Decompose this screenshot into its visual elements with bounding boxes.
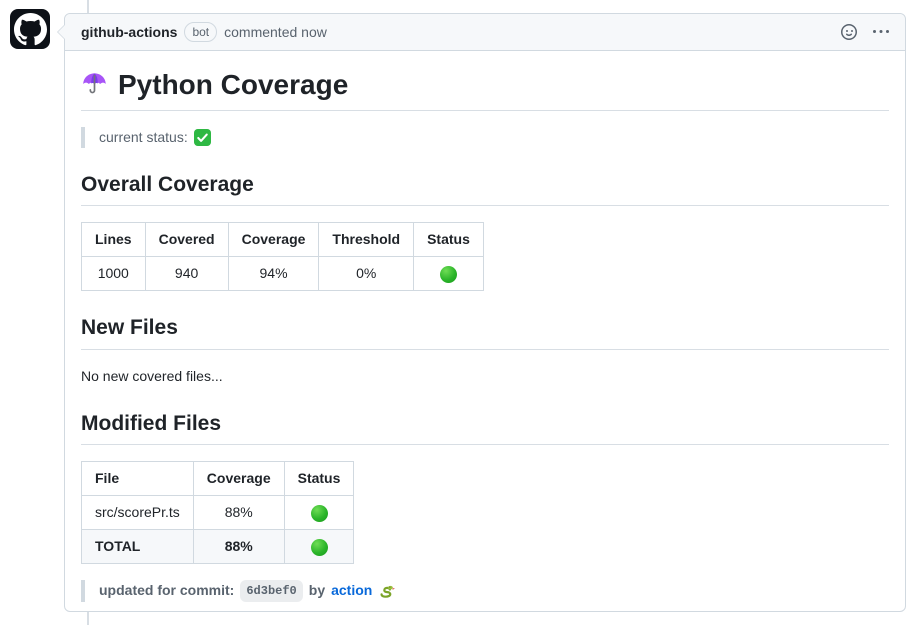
report-title: Python Coverage [81,67,889,111]
umbrella-icon [81,71,108,98]
column-header: Covered [144,222,229,258]
new-files-empty-text: No new covered files... [81,367,223,384]
column-header: Threshold [318,222,415,258]
new-files-heading: New Files [81,315,889,350]
overall-coverage-table: Lines Covered Coverage Threshold Status 1000 9… [81,222,484,292]
modified-files-table: File Coverage Status src/scorePr.ts 88% TOTAL… [81,460,355,564]
table-cell [283,528,355,564]
status-label: current status: [99,129,188,145]
action-link[interactable]: action [331,582,373,599]
comment-body: Python Coverage current status: Overall … [65,51,905,613]
green-circle-icon [310,504,328,522]
github-actions-avatar[interactable] [10,9,50,49]
add-reaction-button[interactable] [841,24,857,40]
table-cell [283,494,355,530]
table-row: TOTAL 88% [81,528,355,564]
column-header: Coverage [227,222,320,258]
comment-header: github-actions bot commented now [57,14,905,51]
column-header: File [81,460,194,496]
table-cell: src/scorePr.ts [81,494,194,530]
green-circle-icon [310,538,328,556]
comment-timestamp[interactable]: commented now [224,23,327,40]
table-cell [413,256,484,292]
column-header: Status [413,222,484,258]
table-cell: 94% [227,256,320,292]
github-octocat-icon [13,12,47,45]
kebab-menu-button[interactable] [873,24,889,40]
commit-label: updated for commit: [99,582,235,599]
column-header: Lines [81,222,146,258]
table-cell: TOTAL [81,528,194,564]
report-title-text: Python Coverage [118,69,349,100]
author-name[interactable]: github-actions [81,23,178,40]
kebab-icon [873,30,889,33]
snake-icon [378,582,396,599]
table-cell: 88% [192,528,285,564]
smiley-icon [841,24,857,40]
commit-sha: 6d3bef0 [240,579,303,602]
column-header: Status [283,460,355,496]
status-blockquote: current status: [81,127,889,148]
green-check-icon [193,129,211,146]
by-text: by [308,582,326,599]
table-cell: 0% [318,256,415,292]
overall-coverage-heading: Overall Coverage [81,172,889,207]
header-actions [841,24,889,40]
table-row: src/scorePr.ts 88% [81,494,355,530]
commit-blockquote: updated for commit: 6d3bef0 by action [81,579,889,602]
bot-badge: bot [184,22,218,42]
column-header: Coverage [192,460,285,496]
table-cell: 88% [192,494,285,530]
green-circle-icon [439,266,457,284]
modified-files-heading: Modified Files [81,411,889,445]
table-cell: 940 [144,256,229,292]
table-cell: 1000 [81,256,146,292]
comment-box: github-actions bot commented now [57,13,906,613]
table-row: 1000 940 94% 0% [81,256,484,292]
